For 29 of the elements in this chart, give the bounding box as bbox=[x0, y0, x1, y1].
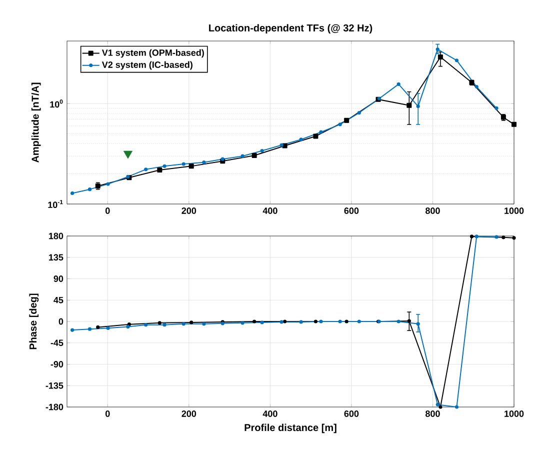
x-tick-label: 1000 bbox=[504, 410, 524, 417]
x-tick-label: 400 bbox=[262, 410, 278, 417]
y-tick-label: 10$^{0}$ bbox=[50, 100, 63, 108]
x-tick-label: 600 bbox=[344, 410, 359, 417]
y-tick-label: 10$^{-1}$ bbox=[48, 200, 63, 208]
chart-title: Location-dependent TFs (@ 32 Hz) bbox=[209, 24, 372, 34]
x-axis-title: Profile distance [m] bbox=[244, 424, 336, 434]
y-tick-label: 180 bbox=[49, 232, 64, 240]
y-tick-label: -90 bbox=[50, 361, 64, 368]
y-axis-title: Amplitude [nT/A] bbox=[31, 82, 41, 163]
y-axis-title: Phase [deg] bbox=[29, 294, 39, 350]
x-tick-label: 600 bbox=[344, 208, 359, 214]
y-tick-label: 90 bbox=[54, 276, 64, 282]
x-tick-label: 0 bbox=[106, 410, 110, 417]
x-tick-label: 800 bbox=[426, 208, 440, 214]
x-tick-label: 400 bbox=[262, 208, 278, 214]
x-tick-label: 200 bbox=[182, 410, 196, 417]
y-tick-label: -45 bbox=[50, 340, 64, 346]
legend-label: V2 system (IC-based) bbox=[102, 61, 192, 70]
y-tick-label: -180 bbox=[46, 404, 64, 410]
y-tick-label: -135 bbox=[46, 382, 64, 389]
x-tick-label: 200 bbox=[182, 208, 196, 214]
x-tick-label: 1000 bbox=[504, 208, 524, 214]
y-tick-label: 45 bbox=[54, 296, 64, 304]
y-tick-label: 0 bbox=[58, 318, 64, 325]
legend-label: V1 system (OPM-based) bbox=[102, 49, 204, 58]
x-tick-label: 0 bbox=[106, 208, 110, 214]
y-tick-label: 135 bbox=[49, 254, 64, 261]
x-tick-label: 800 bbox=[426, 410, 440, 417]
